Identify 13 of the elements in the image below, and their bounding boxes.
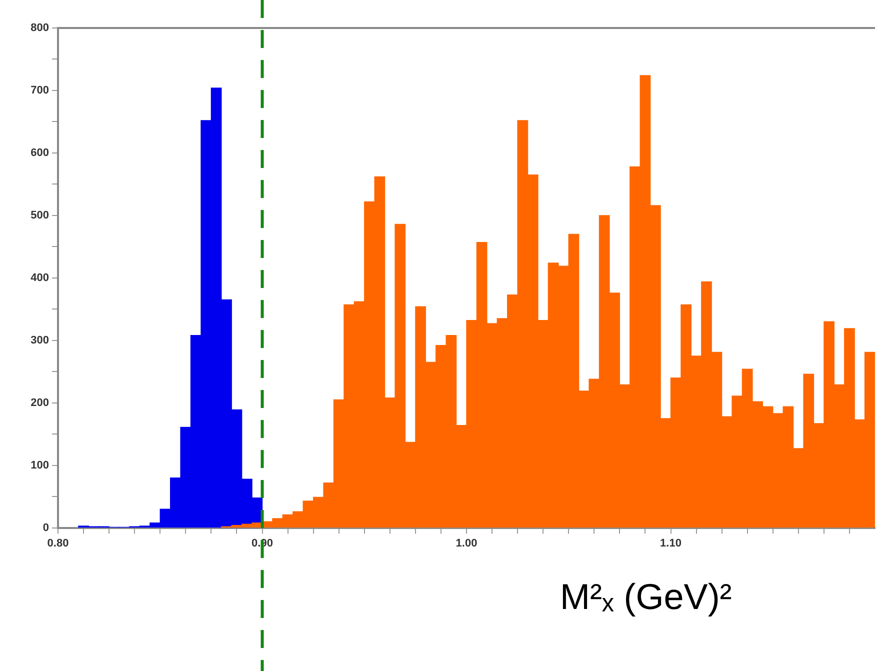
x-tick-label: 0.80 — [47, 537, 69, 550]
x-tick-label: 1.10 — [660, 537, 682, 550]
x-axis-title: M²ₓ (GeV)² — [560, 576, 732, 618]
y-tick-label: 300 — [30, 334, 49, 346]
y-tick-label: 700 — [30, 84, 49, 97]
x-tick-label: 1.00 — [456, 537, 478, 550]
y-tick-label: 0 — [42, 522, 49, 534]
y-tick-label: 200 — [30, 396, 49, 409]
y-tick-label: 600 — [30, 146, 49, 159]
y-tick-label: 100 — [30, 459, 49, 472]
y-tick-label: 800 — [30, 22, 49, 34]
y-tick-label: 400 — [30, 272, 49, 284]
y-tick-label: 500 — [30, 209, 49, 222]
